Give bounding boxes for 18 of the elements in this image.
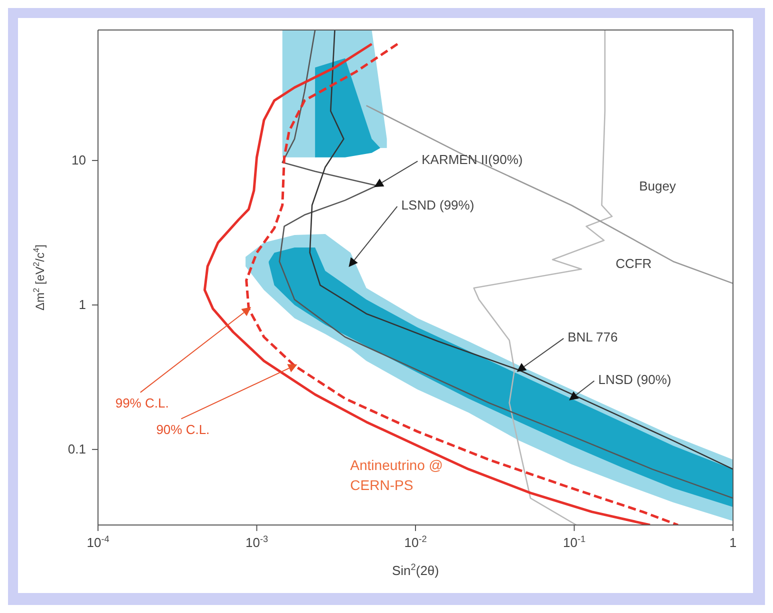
x-tick-label: 10$^{-4}$	[86, 534, 110, 550]
annotation: LNSD (90%)	[598, 372, 672, 387]
annotation: 99% C.L.	[115, 395, 169, 410]
annotation: CCFR	[616, 256, 652, 271]
x-tick-label: 1	[729, 535, 737, 550]
y-tick-label: 1	[78, 296, 86, 312]
annotation: Bugey	[639, 178, 676, 194]
x-tick-label: 10$^{-2}$	[404, 534, 427, 550]
annotation: Antineutrino @ CERN-PS	[350, 456, 444, 495]
annotation: 90% C.L.	[156, 422, 210, 437]
x-axis-title: Sin$^{2}$(2θ)	[392, 562, 439, 578]
annotation: KARMEN II(90%)	[422, 152, 523, 168]
x-tick-label: 10$^{-1}$	[562, 534, 586, 550]
y-tick-label: 10	[72, 152, 86, 168]
y-tick-label: 0.1	[68, 441, 86, 456]
annotation: LSND (99%)	[401, 197, 474, 212]
x-tick-label: 10$^{-3}$	[245, 534, 268, 550]
annotation: BNL 776	[568, 329, 618, 344]
